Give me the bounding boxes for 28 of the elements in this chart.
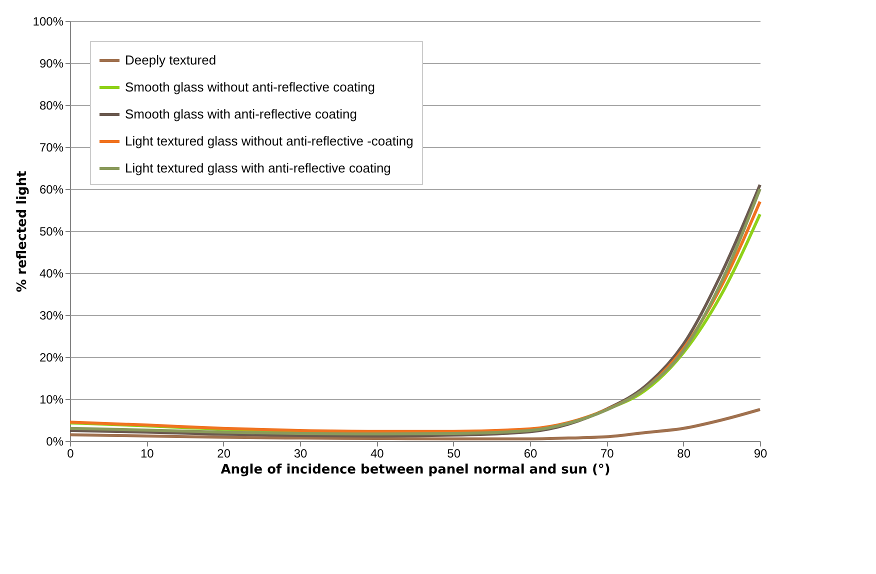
x-tick-label: 90 bbox=[754, 446, 768, 460]
y-tick-label: 60% bbox=[39, 182, 64, 196]
y-tick-label: 100% bbox=[32, 14, 64, 28]
y-tick-label: 20% bbox=[39, 350, 64, 364]
x-tick-label: 20 bbox=[217, 446, 231, 460]
legend-label: Smooth glass without anti-reflective coating bbox=[125, 80, 376, 94]
x-tick-label: 30 bbox=[294, 446, 308, 460]
y-tick-label: 0% bbox=[46, 434, 64, 448]
x-axis-title: Angle of incidence between panel normal and sun (°) bbox=[220, 462, 610, 478]
x-tick-label: 10 bbox=[140, 446, 154, 460]
legend-label: Light textured glass with anti-reflective coating bbox=[125, 160, 391, 176]
y-tick-label: 70% bbox=[39, 140, 64, 154]
legend-label: Light textured glass without anti-reflective -coating bbox=[125, 134, 414, 148]
legend-label: Smooth glass with anti-reflective coating bbox=[125, 106, 357, 122]
x-tick-label: 50 bbox=[447, 446, 461, 460]
x-tick-label: 60 bbox=[524, 446, 538, 460]
y-tick-label: 30% bbox=[39, 308, 64, 322]
x-tick-label: 70 bbox=[600, 446, 614, 460]
y-tick-label: 80% bbox=[39, 98, 64, 112]
y-tick-label: 50% bbox=[39, 224, 64, 238]
x-tick-label: 40 bbox=[370, 446, 384, 460]
y-tick-label: 40% bbox=[39, 266, 64, 280]
y-axis-title: % reflected light bbox=[14, 170, 30, 292]
legend-label: Deeply textured bbox=[125, 52, 216, 68]
y-tick-label: 90% bbox=[39, 56, 64, 70]
x-tick-label: 80 bbox=[677, 446, 691, 460]
x-tick-label: 0 bbox=[67, 446, 74, 460]
y-tick-label: 10% bbox=[39, 392, 64, 406]
